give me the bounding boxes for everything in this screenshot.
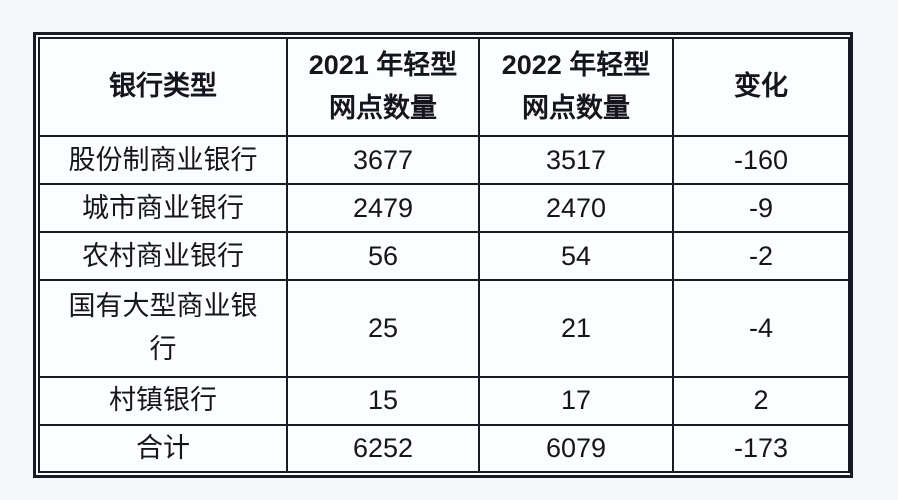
table-row: 村镇银行 15 17 2 <box>38 375 850 426</box>
cell-change: -9 <box>672 183 850 234</box>
header-2021-count: 2021 年轻型 网点数量 <box>286 36 480 138</box>
header-bank-type: 银行类型 <box>38 36 288 138</box>
cell-2022-count: 17 <box>478 375 674 426</box>
cell-2021-count: 6252 <box>286 423 480 474</box>
header-change: 变化 <box>672 36 850 138</box>
cell-bank-type: 国有大型商业银行 <box>38 279 288 378</box>
data-table: 银行类型 2021 年轻型 网点数量 2022 年轻型 网点数量 变化 股份制商… <box>38 36 850 474</box>
table-row: 股份制商业银行 3677 3517 -160 <box>38 135 850 186</box>
cell-2021-count: 3677 <box>286 135 480 186</box>
header-2021-line1: 2021 年轻型 <box>308 49 458 80</box>
table-row: 国有大型商业银行 25 21 -4 <box>38 279 850 378</box>
cell-2022-count: 21 <box>478 279 674 378</box>
cell-change: -4 <box>672 279 850 378</box>
header-2022-count: 2022 年轻型 网点数量 <box>478 36 674 138</box>
cell-2022-count: 54 <box>478 231 674 282</box>
cell-2022-count: 2470 <box>478 183 674 234</box>
cell-change: -173 <box>672 423 850 474</box>
cell-2021-count: 15 <box>286 375 480 426</box>
cell-change: -2 <box>672 231 850 282</box>
bank-branch-table: 银行类型 2021 年轻型 网点数量 2022 年轻型 网点数量 变化 股份制商… <box>33 32 853 478</box>
table-header-row: 银行类型 2021 年轻型 网点数量 2022 年轻型 网点数量 变化 <box>38 36 850 138</box>
cell-2022-count: 6079 <box>478 423 674 474</box>
cell-bank-type: 合计 <box>38 423 288 474</box>
cell-change: -160 <box>672 135 850 186</box>
table-total-row: 合计 6252 6079 -173 <box>38 423 850 474</box>
header-2022-line2: 网点数量 <box>522 93 630 124</box>
cell-2021-count: 25 <box>286 279 480 378</box>
cell-bank-type: 城市商业银行 <box>38 183 288 234</box>
cell-change: 2 <box>672 375 850 426</box>
cell-bank-type: 农村商业银行 <box>38 231 288 282</box>
cell-2021-count: 2479 <box>286 183 480 234</box>
cell-bank-type: 村镇银行 <box>38 375 288 426</box>
cell-2022-count: 3517 <box>478 135 674 186</box>
cell-2021-count: 56 <box>286 231 480 282</box>
header-2021-line2: 网点数量 <box>329 93 437 124</box>
table-row: 城市商业银行 2479 2470 -9 <box>38 183 850 234</box>
cell-bank-type: 股份制商业银行 <box>38 135 288 186</box>
header-2022-line1: 2022 年轻型 <box>501 49 651 80</box>
table-row: 农村商业银行 56 54 -2 <box>38 231 850 282</box>
